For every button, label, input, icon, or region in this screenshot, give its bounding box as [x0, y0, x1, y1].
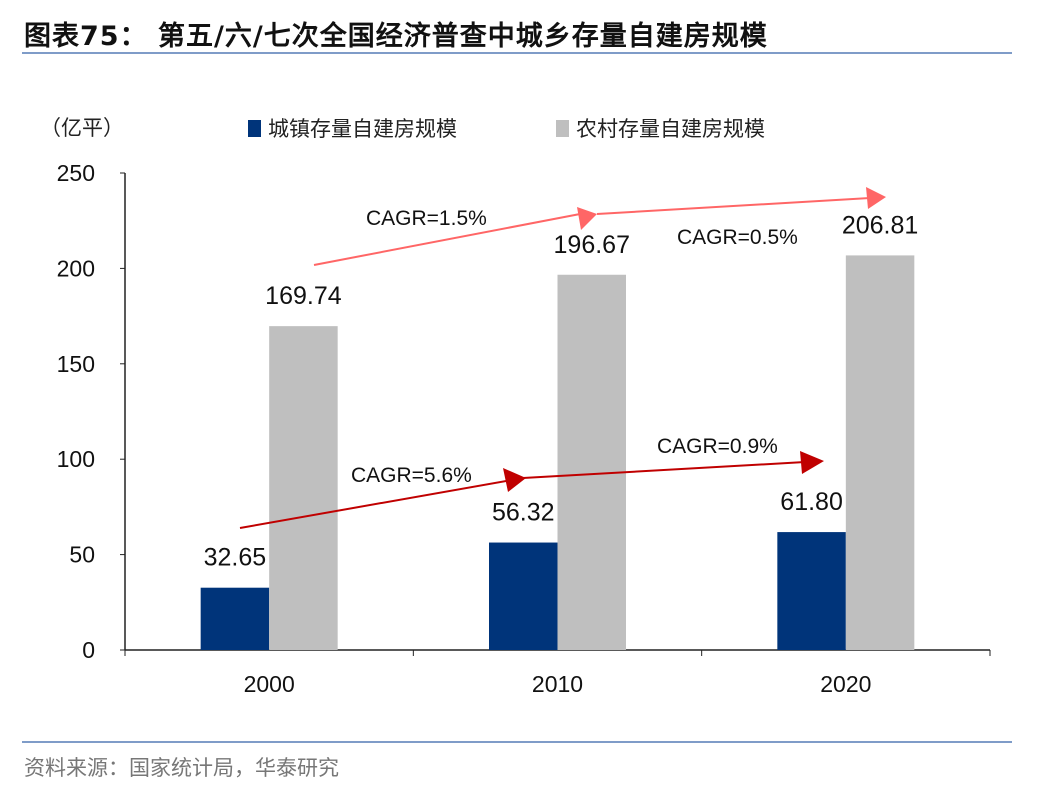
title-divider — [22, 52, 1012, 54]
arrowhead-icon — [800, 451, 824, 474]
legend-swatch-rural — [556, 120, 569, 137]
y-tick-label: 200 — [57, 255, 95, 281]
chart-title: 图表75： 第五/六/七次全国经济普查中城乡存量自建房规模 — [24, 21, 768, 52]
cagr-label: CAGR=0.5% — [677, 226, 798, 249]
cagr-label: CAGR=0.9% — [657, 435, 778, 458]
x-tick-label: 2020 — [820, 671, 871, 697]
cagr-arrow-urban-2 — [522, 461, 806, 479]
rural-bar-2010 — [557, 274, 626, 650]
data-label: 169.74 — [265, 282, 342, 310]
urban-bar-2000 — [200, 587, 270, 650]
data-label: 61.80 — [780, 488, 843, 516]
data-label: 56.32 — [492, 499, 555, 527]
y-tick-label: 0 — [82, 637, 95, 663]
y-tick-label: 250 — [57, 160, 95, 186]
legend-swatch-urban — [248, 120, 261, 137]
y-tick-label: 50 — [69, 542, 95, 568]
cagr-arrow-rural-2 — [596, 197, 871, 215]
cagr-label: CAGR=5.6% — [351, 464, 472, 487]
urban-bar-2010 — [489, 542, 558, 650]
footer-divider — [22, 741, 1012, 743]
data-label: 206.81 — [842, 211, 918, 239]
legend-label-rural: 农村存量自建房规模 — [576, 117, 765, 141]
data-label: 32.65 — [204, 544, 267, 572]
source-note: 资料来源：国家统计局，华泰研究 — [24, 756, 339, 780]
x-tick-label: 2010 — [532, 671, 583, 697]
rural-bar-2000 — [269, 326, 338, 650]
arrowhead-icon — [866, 187, 886, 209]
y-axis-unit: （亿平） — [40, 116, 124, 140]
y-tick-label: 150 — [57, 351, 95, 377]
cagr-arrow-urban-1 — [239, 477, 524, 529]
cagr-arrow-rural-1 — [313, 213, 581, 266]
y-tick-label: 100 — [57, 446, 95, 472]
urban-bar-2020 — [777, 532, 846, 650]
rural-bar-2020 — [845, 255, 915, 650]
x-tick-label: 2000 — [244, 671, 295, 697]
legend-label-urban: 城镇存量自建房规模 — [268, 117, 457, 141]
arrowhead-icon — [577, 207, 597, 230]
cagr-label: CAGR=1.5% — [366, 207, 487, 230]
data-label: 196.67 — [554, 231, 630, 259]
arrowhead-icon — [503, 468, 526, 492]
legend: 城镇存量自建房规模 农村存量自建房规模 — [248, 117, 765, 141]
